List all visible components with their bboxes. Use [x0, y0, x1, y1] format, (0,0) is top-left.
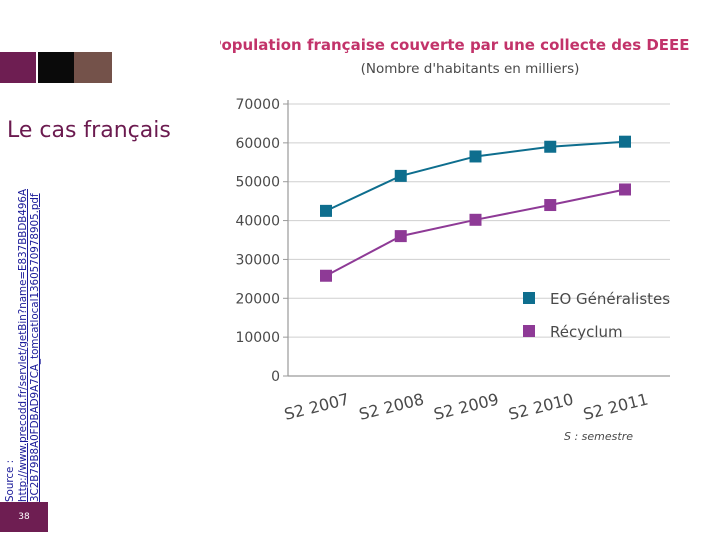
- y-tick-label: 20000: [235, 291, 280, 307]
- y-tick-label: 50000: [235, 175, 280, 191]
- axes: [283, 100, 670, 377]
- page-title: Le cas français: [7, 118, 171, 143]
- deco-block-white: [36, 52, 38, 83]
- y-tick-label: 30000: [235, 252, 280, 268]
- y-tick-label: 10000: [235, 330, 280, 346]
- data-point: [544, 199, 557, 212]
- data-point: [544, 140, 557, 153]
- data-point: [320, 204, 332, 217]
- y-tick-label: 40000: [235, 214, 280, 230]
- source-prefix: Source :: [4, 459, 16, 502]
- population-chart: Population française couverte par une co…: [220, 36, 690, 443]
- data-point: [469, 150, 482, 163]
- source-link-line2[interactable]: 3C2B79B8A0FDBAD9A7CA_tomcatlocal13605709…: [29, 193, 41, 502]
- chart-subtitle: (Nombre d'habitants en milliers): [361, 61, 580, 77]
- x-tick-label: S2 2007: [282, 389, 351, 423]
- x-axis-note: S : semestre: [564, 430, 633, 443]
- deco-block-plum: [0, 52, 36, 83]
- x-tick-label: S2 2008: [357, 389, 426, 423]
- y-tick-label: 0: [271, 369, 280, 385]
- data-series: [320, 135, 631, 282]
- legend-swatch: [523, 325, 535, 337]
- x-tick-label: S2 2010: [507, 389, 576, 423]
- x-tick-label: S2 2009: [432, 389, 501, 423]
- data-point: [469, 213, 482, 226]
- data-point: [619, 183, 631, 196]
- chart-legend: EO Généralistes Récyclum: [523, 290, 670, 341]
- source-citation: Source : http://www.precodd.fr/servlet/g…: [4, 162, 42, 502]
- deco-block-brown: [74, 52, 112, 83]
- data-point: [394, 169, 407, 182]
- data-point: [394, 230, 407, 243]
- legend-swatch: [523, 292, 535, 304]
- x-tick-label: S2 2011: [581, 389, 650, 423]
- data-point: [320, 269, 332, 282]
- y-tick-label: 60000: [235, 136, 280, 152]
- series-line: [325, 188, 626, 277]
- deco-block-black: [38, 52, 74, 83]
- slide-number-box: 38: [0, 502, 48, 532]
- data-point: [619, 135, 631, 148]
- y-tick-label: 70000: [235, 97, 280, 113]
- legend-label: EO Généralistes: [550, 290, 670, 308]
- slide-number: 38: [18, 512, 30, 522]
- chart-title: Population française couverte par une co…: [220, 36, 690, 54]
- source-link-line1[interactable]: http://www.precodd.fr/servlet/getBin?nam…: [16, 188, 29, 502]
- decorative-color-bar: [0, 52, 112, 83]
- y-tick-labels: 0 10000 20000 30000 40000 50000 60000 70000: [235, 97, 280, 385]
- legend-label: Récyclum: [550, 323, 623, 341]
- x-tick-labels: S2 2007 S2 2008 S2 2009 S2 2010 S2 2011: [282, 389, 650, 423]
